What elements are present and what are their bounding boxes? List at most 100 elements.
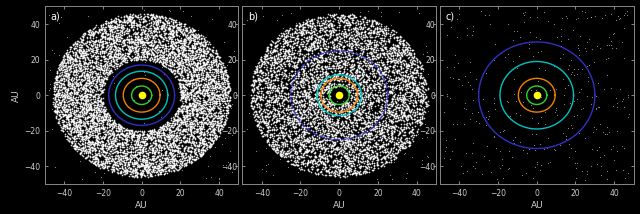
Point xyxy=(116,158,126,161)
Point xyxy=(184,48,195,51)
Point xyxy=(83,58,93,61)
Point xyxy=(296,152,306,155)
Point xyxy=(125,166,135,170)
Point xyxy=(255,108,265,111)
Point xyxy=(93,118,104,121)
Point xyxy=(185,153,195,157)
Point xyxy=(99,136,109,140)
Point xyxy=(156,15,166,18)
Point xyxy=(362,121,372,124)
Point xyxy=(85,132,95,135)
Point xyxy=(280,41,290,44)
Point xyxy=(120,153,130,156)
Point xyxy=(364,32,374,35)
Point xyxy=(145,137,155,140)
Point xyxy=(211,59,221,62)
Point xyxy=(369,87,380,90)
Point xyxy=(345,90,355,93)
Point xyxy=(90,128,100,131)
Point xyxy=(213,79,223,83)
Point xyxy=(316,19,326,23)
Point xyxy=(138,132,148,136)
Point xyxy=(157,156,168,160)
Point xyxy=(180,79,190,82)
Point xyxy=(379,134,389,137)
Point xyxy=(353,73,364,77)
Point xyxy=(120,56,130,60)
Point xyxy=(298,143,308,146)
Point xyxy=(353,139,363,143)
Point xyxy=(318,22,328,25)
Point xyxy=(290,113,300,116)
Point xyxy=(143,170,153,173)
Point xyxy=(264,144,275,147)
Point xyxy=(185,63,195,67)
Point xyxy=(337,52,347,56)
Point xyxy=(139,154,149,158)
Point xyxy=(404,75,414,79)
Point xyxy=(163,137,173,140)
Point xyxy=(167,52,177,55)
Point xyxy=(283,135,293,138)
Point xyxy=(164,35,175,39)
Point xyxy=(69,89,79,92)
Point xyxy=(191,117,201,120)
Point xyxy=(74,126,84,129)
Point xyxy=(138,169,148,173)
Point xyxy=(262,58,272,61)
Point xyxy=(368,157,378,160)
Point xyxy=(264,85,275,88)
Point xyxy=(142,165,152,168)
Point xyxy=(404,95,415,98)
Point xyxy=(261,98,271,102)
Point xyxy=(218,92,228,96)
Point xyxy=(177,74,188,77)
Point xyxy=(399,113,409,116)
Point xyxy=(216,115,227,118)
Point xyxy=(128,48,138,52)
Point xyxy=(352,74,362,78)
Point xyxy=(60,51,70,54)
Point xyxy=(168,141,178,145)
Point xyxy=(312,18,322,21)
Point xyxy=(176,120,186,123)
Point xyxy=(275,52,285,55)
Point xyxy=(269,119,279,123)
Point xyxy=(87,50,97,53)
Point xyxy=(400,48,410,52)
Point xyxy=(326,88,336,92)
Point xyxy=(320,59,330,63)
Point xyxy=(260,62,270,65)
Point xyxy=(208,105,218,108)
Point xyxy=(157,29,168,33)
Point xyxy=(345,68,355,72)
Point xyxy=(128,46,138,49)
Point xyxy=(68,91,79,94)
Point xyxy=(460,101,470,105)
Point xyxy=(328,129,339,132)
Point xyxy=(201,75,211,79)
Point xyxy=(303,160,313,163)
Point xyxy=(362,56,372,59)
Point xyxy=(94,104,104,107)
Point xyxy=(194,148,204,151)
Point xyxy=(99,116,109,119)
Point xyxy=(326,149,336,153)
Point xyxy=(222,117,232,120)
Point xyxy=(189,69,200,73)
Point xyxy=(93,99,104,103)
Point xyxy=(90,160,100,163)
Point xyxy=(374,129,384,132)
Point xyxy=(250,80,260,83)
Point xyxy=(391,56,401,59)
Point xyxy=(107,168,117,171)
Point xyxy=(321,67,331,70)
Point xyxy=(180,54,190,58)
Point xyxy=(221,113,231,117)
Point xyxy=(194,131,204,135)
Point xyxy=(56,116,67,119)
Point xyxy=(70,113,81,116)
Point xyxy=(609,158,619,162)
Point xyxy=(563,67,573,71)
Point xyxy=(209,119,219,123)
